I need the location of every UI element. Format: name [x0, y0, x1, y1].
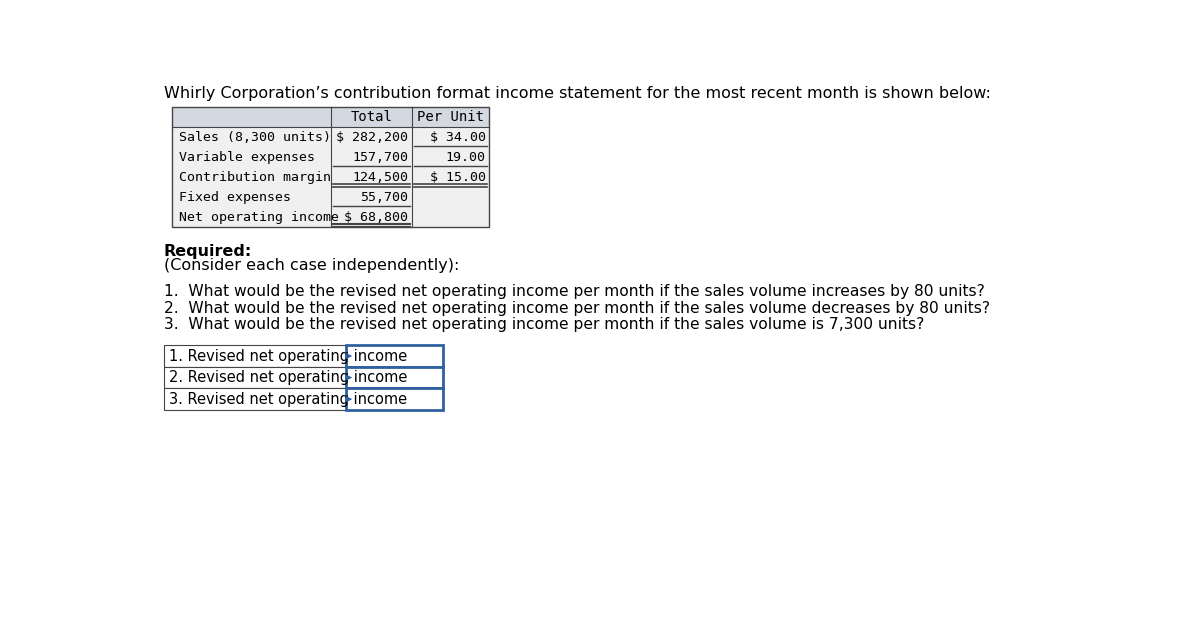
Bar — [172, 127, 490, 148]
Text: (Consider each case independently):: (Consider each case independently): — [164, 258, 460, 273]
Text: 1.  What would be the revised net operating income per month if the sales volume: 1. What would be the revised net operati… — [164, 284, 985, 299]
Text: 1. Revised net operating income: 1. Revised net operating income — [168, 349, 407, 364]
Text: $ 68,800: $ 68,800 — [344, 211, 408, 224]
Text: Total: Total — [350, 111, 392, 124]
Text: Fixed expenses: Fixed expenses — [180, 191, 292, 204]
Text: Contribution margin: Contribution margin — [180, 171, 331, 184]
Bar — [346, 345, 443, 367]
Bar — [164, 367, 346, 388]
Polygon shape — [346, 375, 352, 380]
Text: $ 15.00: $ 15.00 — [430, 171, 486, 184]
Bar — [172, 188, 490, 208]
Text: $ 34.00: $ 34.00 — [430, 131, 486, 144]
Bar — [164, 345, 346, 367]
Bar — [346, 367, 443, 388]
Text: Per Unit: Per Unit — [418, 111, 485, 124]
Bar — [172, 107, 490, 127]
Bar — [172, 168, 490, 187]
Bar — [172, 148, 490, 168]
Bar — [172, 107, 490, 228]
Text: $ 282,200: $ 282,200 — [336, 131, 408, 144]
Bar — [164, 388, 346, 410]
Polygon shape — [346, 396, 352, 402]
Bar — [346, 388, 443, 410]
Text: Sales (8,300 units): Sales (8,300 units) — [180, 131, 331, 144]
Text: Whirly Corporation’s contribution format income statement for the most recent mo: Whirly Corporation’s contribution format… — [164, 86, 991, 101]
Text: 124,500: 124,500 — [352, 171, 408, 184]
Text: 3.  What would be the revised net operating income per month if the sales volume: 3. What would be the revised net operati… — [164, 317, 924, 332]
Text: 3. Revised net operating income: 3. Revised net operating income — [168, 392, 407, 407]
Text: Net operating income: Net operating income — [180, 211, 340, 224]
Polygon shape — [346, 353, 352, 359]
Text: Required:: Required: — [164, 244, 252, 259]
Text: 157,700: 157,700 — [352, 151, 408, 164]
Bar — [172, 208, 490, 227]
Text: Variable expenses: Variable expenses — [180, 151, 316, 164]
Text: 2.  What would be the revised net operating income per month if the sales volume: 2. What would be the revised net operati… — [164, 301, 990, 316]
Text: 55,700: 55,700 — [360, 191, 408, 204]
Text: 19.00: 19.00 — [445, 151, 486, 164]
Text: 2. Revised net operating income: 2. Revised net operating income — [168, 370, 407, 385]
